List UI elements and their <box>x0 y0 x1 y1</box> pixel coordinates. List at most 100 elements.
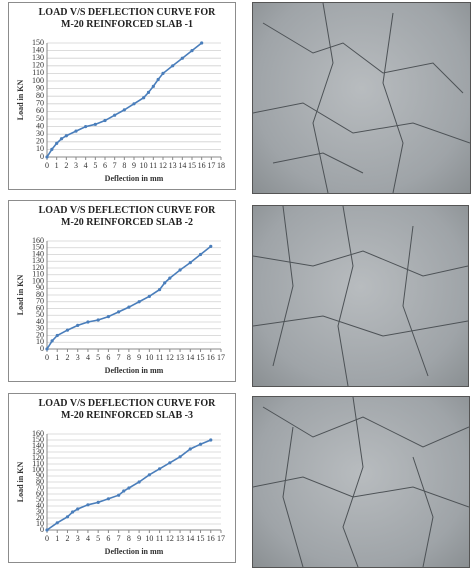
y-tick-label: 30 <box>36 324 44 333</box>
y-tick-label: 160 <box>32 236 44 245</box>
data-point <box>147 473 151 477</box>
y-tick-label: 50 <box>36 114 44 123</box>
x-tick-label: 17 <box>207 161 215 170</box>
x-tick-label: 7 <box>117 534 121 543</box>
x-tick-label: 8 <box>122 161 126 170</box>
data-point <box>59 137 64 141</box>
y-tick-label: 100 <box>32 276 44 285</box>
chart: LOAD V/S DEFLECTION CURVE FOR M-20 REINF… <box>8 393 236 563</box>
data-point <box>188 261 192 265</box>
data-point <box>122 108 126 112</box>
x-tick-label: 14 <box>186 534 194 543</box>
y-tick-label: 40 <box>36 317 44 326</box>
data-point <box>103 118 107 123</box>
y-tick-label: 0 <box>40 344 44 353</box>
plot: 0102030405060708090100110120130140150160… <box>16 429 225 556</box>
data-point <box>178 455 182 459</box>
data-point <box>45 347 49 351</box>
y-tick-label: 50 <box>36 310 44 319</box>
data-point <box>180 56 184 60</box>
data-point <box>96 318 100 322</box>
data-point <box>106 315 111 319</box>
y-tick-label: 60 <box>36 106 44 115</box>
y-tick-label: 80 <box>36 477 44 486</box>
data-point <box>84 125 88 129</box>
data-point <box>151 84 155 88</box>
x-axis-label: Deflection in mm <box>105 547 164 556</box>
data-point <box>209 438 213 442</box>
y-tick-label: 0 <box>40 525 44 534</box>
x-tick-label: 2 <box>65 534 69 543</box>
y-tick-label: 120 <box>32 453 44 462</box>
x-tick-label: 3 <box>74 161 78 170</box>
y-tick-label: 100 <box>32 76 44 85</box>
data-point <box>86 503 90 507</box>
data-point <box>86 320 90 324</box>
x-tick-label: 9 <box>137 534 141 543</box>
x-tick-label: 14 <box>178 161 186 170</box>
y-tick-label: 100 <box>32 465 44 474</box>
data-point <box>55 141 59 145</box>
y-tick-label: 140 <box>32 45 44 54</box>
y-tick-label: 0 <box>40 152 44 161</box>
x-tick-label: 18 <box>217 161 225 170</box>
x-tick-label: 15 <box>197 534 205 543</box>
x-tick-label: 7 <box>113 161 117 170</box>
data-point <box>113 113 117 117</box>
x-tick-label: 3 <box>76 353 80 362</box>
data-point <box>96 500 100 504</box>
x-tick-label: 2 <box>65 353 69 362</box>
slab-photo <box>252 396 470 568</box>
y-tick-label: 70 <box>36 297 44 306</box>
data-point <box>76 507 80 511</box>
data-point <box>122 489 126 493</box>
data-point <box>132 102 136 106</box>
x-tick-label: 16 <box>207 534 215 543</box>
y-tick-label: 80 <box>36 290 44 299</box>
x-tick-label: 13 <box>169 161 177 170</box>
data-point <box>156 77 160 82</box>
data-point <box>50 339 54 343</box>
data-point <box>117 493 121 497</box>
x-tick-label: 16 <box>207 353 215 362</box>
data-line <box>46 439 212 531</box>
x-tick-label: 11 <box>156 534 164 543</box>
y-tick-label: 150 <box>32 435 44 444</box>
y-tick-label: 90 <box>36 283 44 292</box>
y-tick-label: 130 <box>32 256 44 265</box>
y-tick-label: 110 <box>32 270 44 279</box>
y-tick-label: 30 <box>36 507 44 516</box>
y-tick-label: 120 <box>32 61 44 70</box>
data-point <box>74 129 78 133</box>
x-tick-label: 10 <box>145 353 153 362</box>
x-tick-label: 6 <box>103 161 107 170</box>
y-tick-label: 110 <box>32 68 44 77</box>
data-point <box>171 64 175 68</box>
y-tick-label: 80 <box>36 91 44 100</box>
chart: LOAD V/S DEFLECTION CURVE FOR M-20 REINF… <box>8 2 236 190</box>
y-tick-label: 40 <box>36 501 44 510</box>
x-tick-label: 0 <box>45 161 49 170</box>
data-point <box>209 244 213 248</box>
y-tick-label: 140 <box>32 441 44 450</box>
chart-title: LOAD V/S DEFLECTION CURVE FOR M-20 REINF… <box>38 205 216 228</box>
x-tick-label: 5 <box>93 161 97 170</box>
x-tick-label: 0 <box>45 534 49 543</box>
x-tick-label: 3 <box>76 534 80 543</box>
x-tick-label: 8 <box>127 353 131 362</box>
y-axis-label: Load in KN <box>16 275 25 316</box>
x-tick-label: 9 <box>132 161 136 170</box>
y-tick-label: 10 <box>36 337 44 346</box>
y-tick-label: 40 <box>36 121 44 130</box>
x-tick-label: 12 <box>159 161 167 170</box>
data-point <box>157 467 162 471</box>
x-tick-label: 14 <box>186 353 194 362</box>
y-tick-label: 50 <box>36 495 44 504</box>
data-point <box>200 41 204 45</box>
chart-title: LOAD V/S DEFLECTION CURVE FOR M-20 REINF… <box>38 7 216 30</box>
chart-title: LOAD V/S DEFLECTION CURVE FOR M-20 REINF… <box>38 398 216 421</box>
y-tick-label: 110 <box>32 459 44 468</box>
data-point <box>65 515 70 519</box>
data-line <box>46 42 203 158</box>
x-tick-label: 13 <box>176 534 184 543</box>
